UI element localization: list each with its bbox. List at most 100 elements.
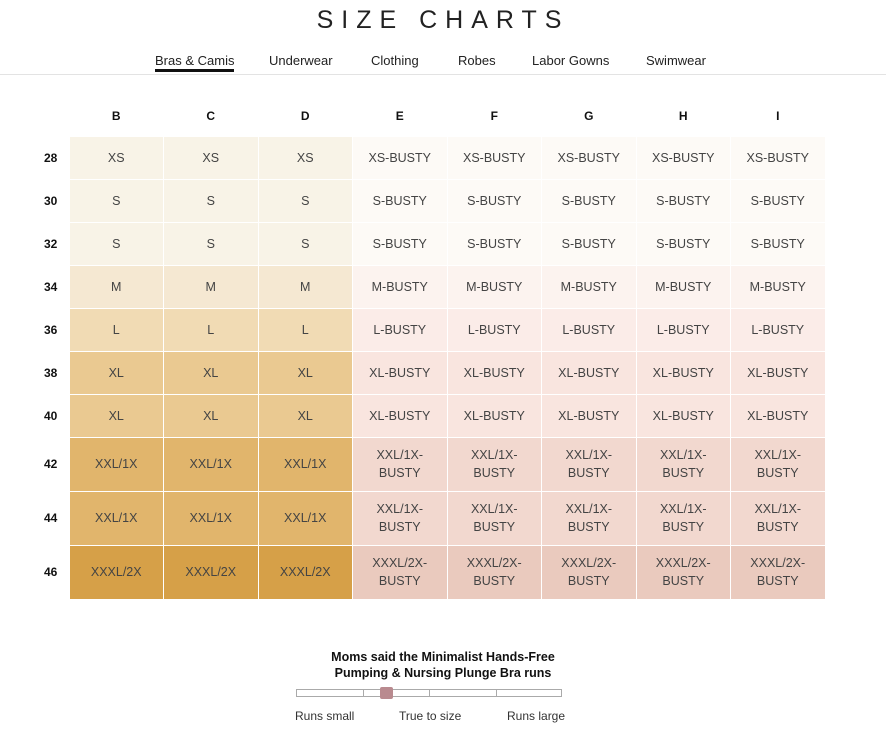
size-cell: XXL/1X-BUSTY (446, 490, 542, 546)
size-cell: XXXL/2X (257, 544, 353, 600)
size-cell: XXXL/2X (163, 544, 259, 600)
size-cell: S (163, 178, 259, 223)
cup-header-b: B (111, 108, 121, 123)
cup-header-e: E (395, 108, 404, 123)
size-cell: L (163, 307, 259, 352)
size-cell: M (163, 264, 259, 309)
table-row: 32 S S S S-BUSTY S-BUSTY S-BUSTY S-BUSTY S-BUSTY (30, 221, 826, 266)
tab-clothing[interactable]: Clothing (371, 53, 419, 68)
size-cell: XXL/1X-BUSTY (541, 490, 637, 546)
size-cell: M-BUSTY (352, 264, 448, 309)
size-cell: XL-BUSTY (635, 350, 731, 395)
cup-header-h: H (678, 108, 688, 123)
runs-large-label: Runs large (507, 709, 566, 723)
tab-swimwear[interactable]: Swimwear (646, 53, 706, 68)
fit-scale-track (296, 689, 562, 697)
size-cell: XL (68, 350, 164, 395)
cup-header-f: F (490, 108, 498, 123)
size-cell: XL (257, 350, 353, 395)
size-cell: L-BUSTY (352, 307, 448, 352)
size-chart-tabs: Bras & Camis Underwear Clothing Robes La… (0, 53, 886, 75)
size-cell: XL (163, 393, 259, 438)
cup-header-d: D (300, 108, 310, 123)
size-cell: XL-BUSTY (730, 393, 826, 438)
size-cell: XL-BUSTY (352, 393, 448, 438)
cup-header-c: C (206, 108, 216, 123)
size-cell: M (68, 264, 164, 309)
size-cell: XS (68, 135, 164, 180)
size-cell: L (68, 307, 164, 352)
size-cell: XXL/1X-BUSTY (446, 436, 542, 492)
size-cell: S-BUSTY (541, 221, 637, 266)
band-size-label: 44 (44, 511, 58, 525)
size-cell: S-BUSTY (352, 221, 448, 266)
tab-underwear[interactable]: Underwear (269, 53, 333, 68)
size-cell: L-BUSTY (730, 307, 826, 352)
size-cell: XS (257, 135, 353, 180)
table-row: 34 M M M M-BUSTY M-BUSTY M-BUSTY M-BUSTY M-BUSTY (30, 264, 826, 309)
size-cell: XXL/1X (68, 490, 164, 546)
size-cell: S-BUSTY (635, 221, 731, 266)
table-row: 28 XS XS XS XS-BUSTY XS-BUSTY XS-BUSTY XS-BUSTY… (30, 135, 826, 180)
table-row: 44 XXL/1X XXL/1X XXL/1X XXL/1X-BUSTY XXL/1X-B… (30, 490, 826, 546)
size-cell: XL-BUSTY (446, 350, 542, 395)
size-cell: S (68, 221, 164, 266)
size-cell: XXL/1X (257, 490, 353, 546)
size-cell: XXL/1X-BUSTY (352, 490, 448, 546)
fit-survey-question: Moms said the Minimalist Hands-Free Pump… (0, 649, 886, 681)
table-row: 38 XL XL XL XL-BUSTY XL-BUSTY XL-BUSTY XL-BUSTY… (30, 350, 826, 395)
table-row: 30 S S S S-BUSTY S-BUSTY S-BUSTY S-BUSTY S-BUSTY (30, 178, 826, 223)
page-title: SIZE CHARTS (316, 6, 570, 34)
size-cell: XS-BUSTY (730, 135, 826, 180)
tab-bras-camis[interactable]: Bras & Camis (155, 53, 235, 72)
fit-scale-marker (379, 687, 393, 699)
fit-survey-line2: Pumping & Nursing Plunge Bra runs (334, 666, 552, 680)
tab-robes[interactable]: Robes (458, 53, 496, 68)
band-size-label: 28 (44, 150, 58, 165)
corner-cell (30, 96, 69, 136)
table-row: 42 XXL/1X XXL/1X XXL/1X XXL/1X-BUSTY XXL/1X-B… (30, 436, 826, 492)
band-size-label: 42 (44, 457, 58, 471)
size-cell: XXL/1X (257, 436, 353, 492)
band-size-label: 40 (44, 408, 58, 423)
band-size-label: 30 (44, 193, 58, 208)
size-cell: XXXL/2X-BUSTY (352, 544, 448, 600)
size-cell: XL (257, 393, 353, 438)
size-cell: M-BUSTY (541, 264, 637, 309)
size-cell: XL-BUSTY (352, 350, 448, 395)
fit-scale-divider (429, 690, 430, 696)
size-cell: XXXL/2X-BUSTY (541, 544, 637, 600)
size-cell: S (257, 178, 353, 223)
size-cell: XS-BUSTY (541, 135, 637, 180)
size-cell: L-BUSTY (446, 307, 542, 352)
size-cell: XL-BUSTY (446, 393, 542, 438)
band-size-label: 38 (44, 365, 58, 380)
size-cell: XXL/1X-BUSTY (730, 490, 826, 546)
fit-scale-divider (496, 690, 497, 696)
size-cell: XXXL/2X (68, 544, 164, 600)
cup-header-row: B C D E F G H I (30, 96, 825, 136)
size-cell: S (163, 221, 259, 266)
band-size-label: 46 (44, 565, 58, 579)
band-size-label: 32 (44, 236, 58, 251)
size-cell: XXXL/2X-BUSTY (635, 544, 731, 600)
size-cell: S (68, 178, 164, 223)
size-cell: XL-BUSTY (541, 393, 637, 438)
tab-labor-gowns[interactable]: Labor Gowns (532, 53, 610, 68)
size-cell: XS-BUSTY (446, 135, 542, 180)
fit-scale-divider (363, 690, 364, 696)
table-row: 46 XXXL/2X XXXL/2X XXXL/2X XXXL/2X-BUSTY XXXL… (30, 544, 826, 600)
size-cell: XXXL/2X-BUSTY (446, 544, 542, 600)
size-cell: S-BUSTY (730, 221, 826, 266)
size-cell: XL-BUSTY (635, 393, 731, 438)
true-to-size-label: True to size (399, 709, 462, 723)
size-cell: XL-BUSTY (730, 350, 826, 395)
size-cell: S-BUSTY (352, 178, 448, 223)
size-cell: XS (163, 135, 259, 180)
size-cell: L-BUSTY (541, 307, 637, 352)
size-cell: XS-BUSTY (635, 135, 731, 180)
band-size-label: 36 (44, 322, 58, 337)
size-cell: M (257, 264, 353, 309)
size-cell: XXL/1X-BUSTY (352, 436, 448, 492)
